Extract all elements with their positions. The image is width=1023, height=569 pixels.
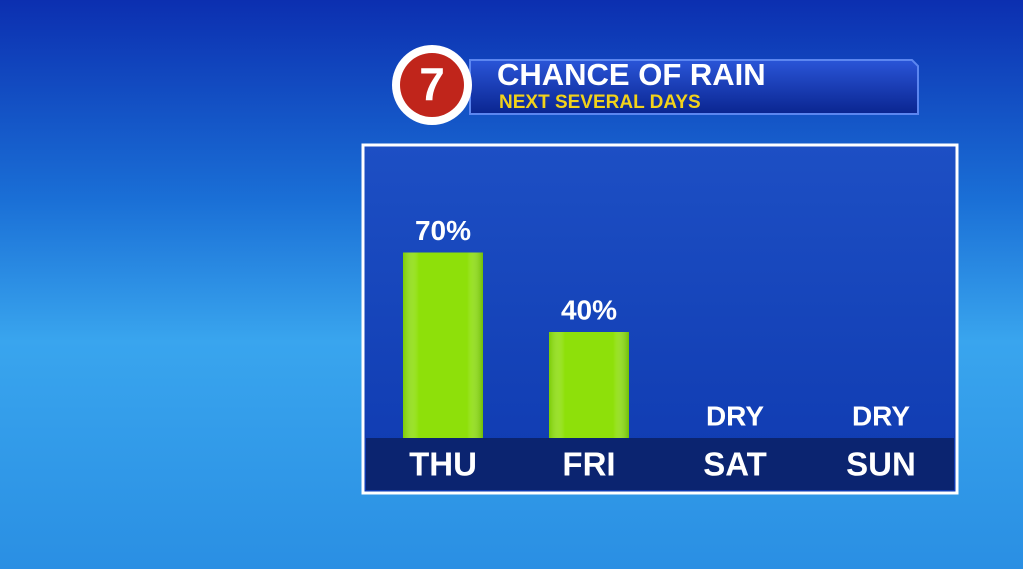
value-label: DRY	[706, 400, 764, 431]
category-strip	[366, 438, 954, 490]
value-label: 40%	[561, 294, 617, 325]
logo-text: 7	[419, 58, 445, 110]
value-label: DRY	[852, 400, 910, 431]
x-tick-label: SUN	[846, 446, 916, 483]
bar-shade	[403, 252, 483, 438]
logo-disc	[400, 53, 464, 117]
x-tick-label: FRI	[562, 446, 615, 483]
title-banner	[469, 59, 919, 115]
x-tick-label: SAT	[703, 446, 767, 483]
value-label: 70%	[415, 215, 471, 246]
bar-shade	[549, 332, 629, 438]
chart-subtitle: NEXT SEVERAL DAYS	[499, 92, 701, 113]
x-tick-label: THU	[409, 446, 477, 483]
chart-title: CHANCE OF RAIN	[497, 57, 766, 92]
